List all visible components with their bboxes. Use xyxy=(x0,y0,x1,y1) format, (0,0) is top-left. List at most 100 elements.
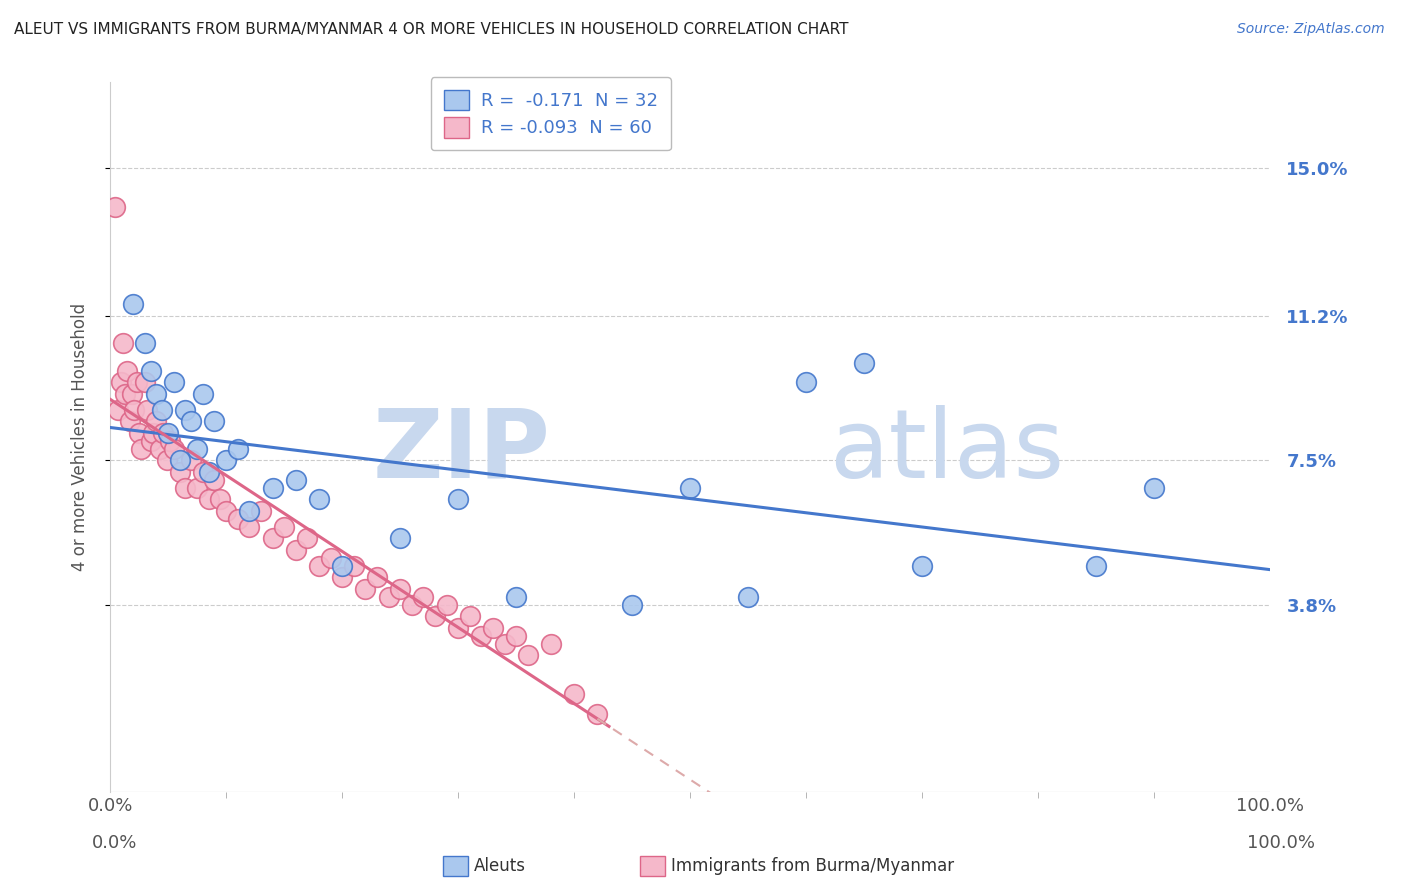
Point xyxy=(794,376,817,390)
Point xyxy=(107,402,129,417)
Point xyxy=(110,376,132,390)
Point xyxy=(122,297,145,311)
Point xyxy=(142,425,165,440)
Point xyxy=(250,504,273,518)
Point xyxy=(458,609,481,624)
Point xyxy=(197,465,219,479)
Point xyxy=(319,550,342,565)
Point xyxy=(163,442,186,456)
Point xyxy=(215,504,238,518)
Point xyxy=(157,425,180,440)
Y-axis label: 4 or more Vehicles in Household: 4 or more Vehicles in Household xyxy=(72,303,89,571)
Point xyxy=(389,531,412,545)
Legend: R =  -0.171  N = 32, R = -0.093  N = 60: R = -0.171 N = 32, R = -0.093 N = 60 xyxy=(430,77,671,150)
Point xyxy=(1143,481,1166,495)
Point xyxy=(505,590,527,604)
Point xyxy=(412,590,434,604)
Point xyxy=(562,687,585,701)
Point xyxy=(226,512,249,526)
Point xyxy=(139,364,162,378)
Point xyxy=(204,473,226,487)
Point xyxy=(447,492,470,507)
Point xyxy=(401,598,423,612)
Point xyxy=(911,558,934,573)
Point xyxy=(308,558,330,573)
Point xyxy=(118,414,141,428)
Point xyxy=(482,621,505,635)
Point xyxy=(169,453,191,467)
Point xyxy=(124,402,146,417)
Text: Immigrants from Burma/Myanmar: Immigrants from Burma/Myanmar xyxy=(671,857,953,875)
Point xyxy=(586,706,609,721)
Point xyxy=(262,481,284,495)
Point xyxy=(121,387,143,401)
Point xyxy=(191,387,214,401)
Point xyxy=(169,465,191,479)
Point xyxy=(125,376,148,390)
Point xyxy=(343,558,366,573)
Point xyxy=(145,387,167,401)
Point xyxy=(204,414,226,428)
Point xyxy=(145,414,167,428)
Point xyxy=(191,465,214,479)
Point xyxy=(853,356,876,370)
Point xyxy=(330,570,353,584)
Point xyxy=(1085,558,1108,573)
Point xyxy=(516,648,538,663)
Text: 100.0%: 100.0% xyxy=(1247,834,1315,852)
Point xyxy=(494,636,516,650)
Point xyxy=(330,558,353,573)
Point xyxy=(470,629,492,643)
Point xyxy=(621,598,644,612)
Point xyxy=(104,200,127,214)
Point xyxy=(238,504,260,518)
Point xyxy=(174,481,197,495)
Point xyxy=(238,519,260,533)
Point xyxy=(117,364,139,378)
Point xyxy=(389,582,412,596)
Point xyxy=(111,336,134,351)
Point xyxy=(423,609,446,624)
Point xyxy=(134,336,156,351)
Point xyxy=(134,376,156,390)
Point xyxy=(197,492,219,507)
Point xyxy=(737,590,759,604)
Text: Source: ZipAtlas.com: Source: ZipAtlas.com xyxy=(1237,22,1385,37)
Point xyxy=(679,481,702,495)
Point xyxy=(156,453,179,467)
Point xyxy=(149,442,172,456)
Point xyxy=(505,629,527,643)
Point xyxy=(308,492,330,507)
Point xyxy=(284,543,307,558)
Point xyxy=(159,434,181,448)
Point xyxy=(136,402,159,417)
Text: atlas: atlas xyxy=(830,405,1064,498)
Point xyxy=(150,402,173,417)
Point xyxy=(215,453,238,467)
Point xyxy=(163,376,186,390)
Text: ZIP: ZIP xyxy=(373,405,551,498)
Point xyxy=(297,531,319,545)
Point xyxy=(226,442,249,456)
Point xyxy=(436,598,458,612)
Text: 0.0%: 0.0% xyxy=(91,834,136,852)
Point xyxy=(273,519,295,533)
Point xyxy=(131,442,153,456)
Point xyxy=(540,636,562,650)
Point xyxy=(174,402,197,417)
Point xyxy=(128,425,150,440)
Point xyxy=(284,473,307,487)
Point xyxy=(209,492,232,507)
Point xyxy=(354,582,377,596)
Point xyxy=(186,481,208,495)
Point xyxy=(366,570,388,584)
Point xyxy=(447,621,470,635)
Text: Aleuts: Aleuts xyxy=(474,857,526,875)
Point xyxy=(262,531,284,545)
Point xyxy=(114,387,136,401)
Point xyxy=(377,590,399,604)
Point xyxy=(180,414,202,428)
Point xyxy=(139,434,162,448)
Point xyxy=(152,425,174,440)
Point xyxy=(186,442,208,456)
